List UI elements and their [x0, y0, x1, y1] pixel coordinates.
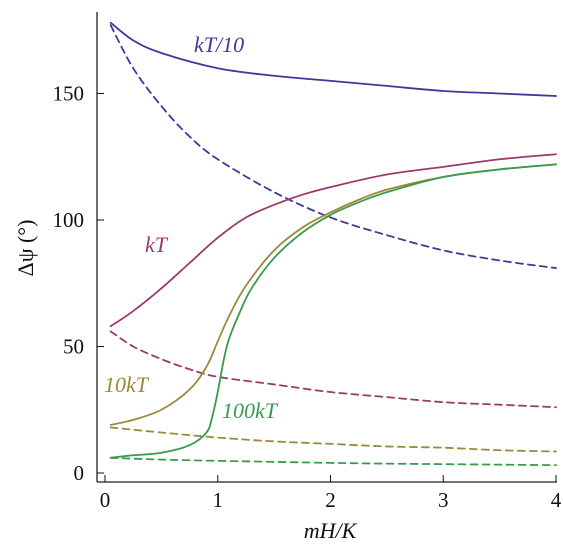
y-tick-label: 0 — [74, 461, 85, 485]
series-line-2-solid — [109, 153, 557, 328]
series-line-1-dashed — [109, 24, 557, 269]
series-line-4-solid — [109, 163, 557, 426]
x-tick-label: 4 — [551, 488, 562, 512]
y-tick-label: 50 — [63, 335, 84, 359]
label-kt-10: kT/10 — [194, 32, 244, 57]
series-line-5-dashed — [109, 426, 557, 453]
x-tick-label: 0 — [100, 488, 111, 512]
x-axis: 0 1 2 3 4 mH/K — [97, 475, 562, 543]
series-labels: kT/10 kT 10kT 100kT — [104, 32, 279, 423]
x-tick-label: 2 — [325, 488, 336, 512]
x-axis-title: mH/K — [304, 518, 358, 543]
y-axis: 0 50 100 150 Δψ (°) — [13, 12, 104, 485]
x-ticks: 0 1 2 3 4 — [100, 475, 562, 512]
label-kt: kT — [145, 232, 169, 257]
series-layer — [109, 21, 557, 467]
y-tick-label: 150 — [53, 82, 85, 106]
label-10kt: 10kT — [104, 372, 150, 397]
x-tick-label: 3 — [438, 488, 449, 512]
series-line-3-dashed — [109, 330, 557, 409]
label-100kt: 100kT — [222, 398, 279, 423]
y-ticks: 0 50 100 150 — [53, 82, 104, 485]
series-line-0-solid — [109, 21, 557, 97]
x-tick-label: 1 — [213, 488, 224, 512]
series-line-6-solid — [109, 163, 557, 459]
series-line-7-dashed — [109, 456, 557, 467]
y-axis-title: Δψ (°) — [13, 220, 38, 277]
y-tick-label: 100 — [53, 208, 85, 232]
